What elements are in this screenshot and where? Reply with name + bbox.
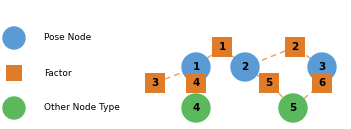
Bar xyxy=(259,73,279,93)
Text: 1: 1 xyxy=(218,42,226,52)
Bar xyxy=(312,73,332,93)
Circle shape xyxy=(279,94,307,122)
Bar xyxy=(145,73,165,93)
Circle shape xyxy=(3,27,25,49)
Text: Other Node Type: Other Node Type xyxy=(44,103,120,112)
Text: 5: 5 xyxy=(289,103,297,113)
Text: 1: 1 xyxy=(192,62,200,72)
Bar xyxy=(285,37,305,57)
Bar xyxy=(186,73,206,93)
Text: 2: 2 xyxy=(291,42,299,52)
Text: 4: 4 xyxy=(192,78,200,88)
Text: 3: 3 xyxy=(151,78,159,88)
Bar xyxy=(6,65,22,81)
Circle shape xyxy=(3,97,25,119)
Bar xyxy=(212,37,232,57)
Text: Pose Node: Pose Node xyxy=(44,34,91,42)
Text: 3: 3 xyxy=(318,62,326,72)
Circle shape xyxy=(231,53,259,81)
Text: 4: 4 xyxy=(192,103,200,113)
Text: 5: 5 xyxy=(265,78,273,88)
Text: 6: 6 xyxy=(318,78,326,88)
Text: 2: 2 xyxy=(241,62,249,72)
Text: Factor: Factor xyxy=(44,68,72,78)
Circle shape xyxy=(182,53,210,81)
Circle shape xyxy=(308,53,336,81)
Circle shape xyxy=(182,94,210,122)
